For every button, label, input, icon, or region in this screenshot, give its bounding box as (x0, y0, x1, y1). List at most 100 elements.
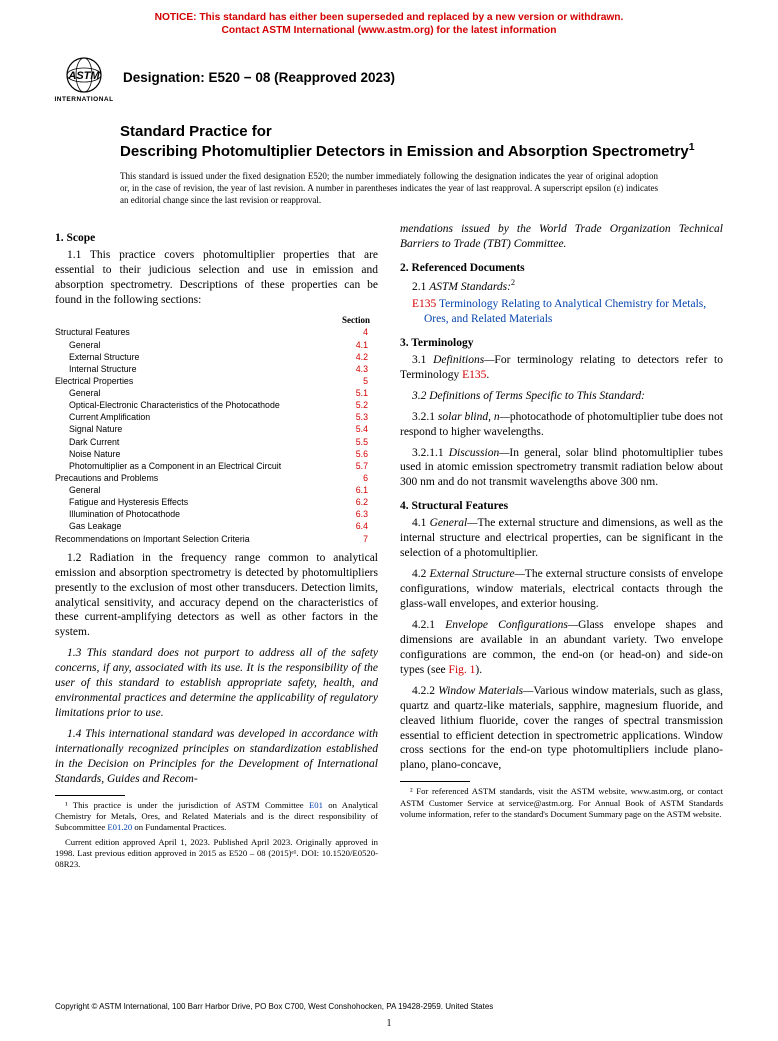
t3b: solar blind, n— (438, 411, 510, 423)
toc-label: Optical-Electronic Characteristics of th… (69, 399, 280, 411)
struct-p2: 4.2 External Structure—The external stru… (400, 567, 723, 612)
notice-line2: Contact ASTM International (www.astm.org… (222, 25, 557, 36)
scope-p2: 1.2 Radiation in the frequency range com… (55, 551, 378, 641)
toc-row: Illumination of Photocathode 6.3 (55, 508, 378, 520)
footnote-rule-left (55, 795, 125, 796)
s4b: Window Materials— (438, 685, 533, 697)
toc-label: Noise Nature (69, 448, 120, 460)
toc-section-link[interactable]: 6.3 (356, 508, 378, 520)
toc-label: Signal Nature (69, 423, 122, 435)
toc-section-link[interactable]: 4.2 (356, 351, 378, 363)
t1b: Definitions— (433, 354, 494, 366)
toc-section-link[interactable]: 5.7 (356, 460, 378, 472)
toc-section-link[interactable]: 5.5 (356, 436, 378, 448)
t1e: . (486, 369, 489, 381)
footnote-2: ² For referenced ASTM standards, visit t… (400, 786, 723, 820)
left-column: 1. Scope 1.1 This practice covers photom… (55, 222, 378, 873)
footnote-rule-right (400, 781, 470, 782)
toc-row: Signal Nature 5.4 (55, 423, 378, 435)
structural-heading: 4. Structural Features (400, 500, 723, 512)
toc-label: Structural Features (55, 326, 130, 338)
toc-section-link[interactable]: 5.6 (356, 448, 378, 460)
toc-label: Electrical Properties (55, 375, 133, 387)
toc-label: General (69, 339, 100, 351)
toc-row: Precautions and Problems 6 (55, 472, 378, 484)
title-main: Describing Photomultiplier Detectors in … (120, 141, 723, 162)
toc-table: Section Structural Features4General4.1Ex… (55, 314, 378, 545)
notice-banner: NOTICE: This standard has either been su… (55, 12, 723, 38)
s2b: External Structure— (429, 568, 524, 580)
toc-row: External Structure 4.2 (55, 351, 378, 363)
fn2-text: ² For referenced ASTM standards, visit t… (400, 786, 723, 819)
toc-label: Current Amplification (69, 411, 150, 423)
toc-row: Noise Nature 5.6 (55, 448, 378, 460)
issuance-note: This standard is issued under the fixed … (120, 171, 658, 206)
s3a: 4.2.1 (412, 619, 445, 631)
toc-label: External Structure (69, 351, 139, 363)
title-main-text: Describing Photomultiplier Detectors in … (120, 143, 689, 160)
toc-row: Electrical Properties 5 (55, 375, 378, 387)
fn1-link2[interactable]: E01.20 (107, 822, 132, 832)
toc-header: Section (55, 314, 378, 326)
s3b: Envelope Configurations— (445, 619, 578, 631)
astm-logo-icon: ASTM (57, 56, 111, 94)
e135-text[interactable]: Terminology Relating to Analytical Chemi… (424, 298, 706, 325)
s3d: ). (475, 664, 482, 676)
struct-p3: 4.2.1 Envelope Configurations—Glass enve… (400, 618, 723, 678)
footnotes-left: ¹ This practice is under the jurisdictio… (55, 800, 378, 871)
toc-row: General 4.1 (55, 339, 378, 351)
refs-label: ASTM Standards: (429, 281, 511, 293)
fig-ref[interactable]: Fig. 1 (449, 664, 476, 676)
page-container: NOTICE: This standard has either been su… (0, 0, 778, 1041)
toc-row: Internal Structure 4.3 (55, 363, 378, 375)
s2a: 4.2 (412, 568, 429, 580)
refs-sup: 2 (511, 278, 515, 287)
toc-row: General5.1 (55, 387, 378, 399)
title-prefix: Standard Practice for (120, 123, 723, 141)
struct-p1: 4.1 General—The external structure and d… (400, 516, 723, 561)
toc-section-link[interactable]: 4.1 (356, 339, 378, 351)
toc-row: Photomultiplier as a Component in an Ele… (55, 460, 378, 472)
toc-label: Precautions and Problems (55, 472, 158, 484)
toc-section-link[interactable]: 5.2 (356, 399, 378, 411)
t1d[interactable]: E135 (462, 369, 486, 381)
svg-text:ASTM: ASTM (67, 70, 100, 82)
toc-section-link[interactable]: 4 (363, 326, 378, 338)
s4c: Various window materials, such as glass,… (400, 685, 723, 772)
term-p4: 3.2.1.1 Discussion—In general, solar bli… (400, 446, 723, 491)
toc-label: Internal Structure (69, 363, 136, 375)
toc-section-link[interactable]: 5 (363, 375, 378, 387)
toc-row: Current Amplification 5.3 (55, 411, 378, 423)
scope-p3: 1.3 This standard does not purport to ad… (55, 646, 378, 721)
refs-p1: 2.1 ASTM Standards:2 (400, 278, 723, 295)
toc-section-link[interactable]: 6.1 (356, 484, 378, 496)
notice-line1: NOTICE: This standard has either been su… (155, 12, 624, 23)
s1a: 4.1 (412, 517, 430, 529)
toc-row: Gas Leakage6.4 (55, 520, 378, 532)
toc-label: Illumination of Photocathode (69, 508, 180, 520)
toc-row: General6.1 (55, 484, 378, 496)
title-block: Standard Practice for Describing Photomu… (120, 123, 723, 162)
toc-section-link[interactable]: 5.1 (356, 387, 378, 399)
t4a: 3.2.1.1 (412, 447, 449, 459)
term-p3: 3.2.1 solar blind, n—photocathode of pho… (400, 410, 723, 440)
toc-section-link[interactable]: 5.4 (356, 423, 378, 435)
toc-section-link[interactable]: 6 (363, 472, 378, 484)
toc-row: Recommendations on Important Selection C… (55, 533, 378, 545)
toc-section-link[interactable]: 7 (363, 533, 378, 545)
scope-p1: 1.1 This practice covers photomultiplier… (55, 248, 378, 308)
fn1-link1[interactable]: E01 (309, 800, 323, 810)
footnotes-right: ² For referenced ASTM standards, visit t… (400, 786, 723, 820)
toc-row: Dark Current 5.5 (55, 436, 378, 448)
page-number: 1 (0, 1018, 778, 1029)
toc-label: Dark Current (69, 436, 119, 448)
s4a: 4.2.2 (412, 685, 438, 697)
toc-section-link[interactable]: 5.3 (356, 411, 378, 423)
toc-section-link[interactable]: 6.2 (356, 496, 378, 508)
toc-section-link[interactable]: 6.4 (356, 520, 378, 532)
scope-heading: 1. Scope (55, 232, 378, 244)
toc-row: Structural Features 4 (55, 326, 378, 338)
title-sup: 1 (689, 141, 695, 153)
e135-code[interactable]: E135 (412, 298, 436, 310)
toc-section-link[interactable]: 4.3 (356, 363, 378, 375)
